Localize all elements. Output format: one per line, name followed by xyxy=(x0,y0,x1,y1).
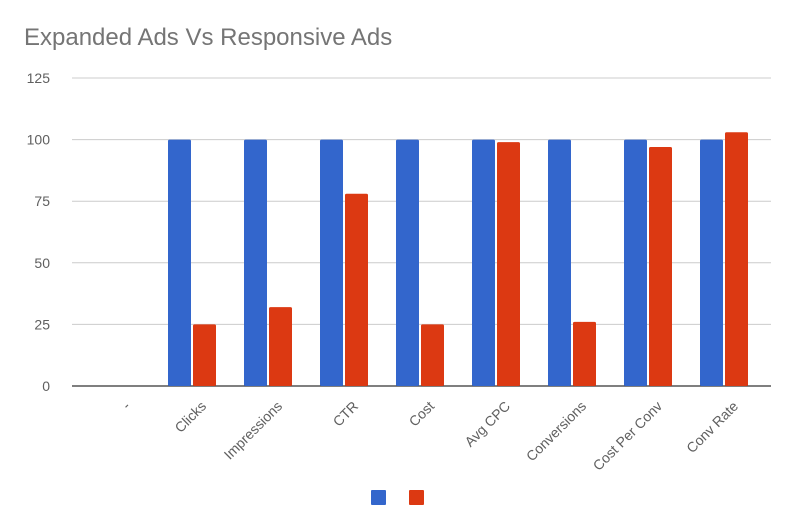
legend xyxy=(371,490,424,505)
bars xyxy=(168,132,748,386)
x-tick-label: Conv Rate xyxy=(683,398,741,456)
x-tick-label: Cost Per Conv xyxy=(589,398,665,474)
bar-series-1 xyxy=(624,139,647,386)
bar-series-1 xyxy=(244,139,267,386)
bar-series-1 xyxy=(396,139,419,386)
bar-series-1 xyxy=(320,139,343,386)
bar-series-1 xyxy=(472,139,495,386)
x-tick-label: Conversions xyxy=(523,398,589,464)
y-tick-label: 100 xyxy=(27,132,51,148)
y-axis-ticks: 0 25 50 75 100 125 xyxy=(27,70,51,394)
x-tick-label: Cost xyxy=(406,398,438,430)
bar-series-2 xyxy=(497,142,520,386)
y-tick-label: 25 xyxy=(34,316,50,332)
bar-series-1 xyxy=(548,139,571,386)
legend-swatch-series-2 xyxy=(409,490,424,505)
bar-series-1 xyxy=(700,139,723,386)
bar-series-2 xyxy=(193,324,216,386)
bar-series-2 xyxy=(573,321,596,386)
x-axis-ticks: - Clicks Impressions CTR Cost Avg CPC Conversi… xyxy=(119,398,742,474)
x-tick-label: Clicks xyxy=(171,398,209,436)
bar-series-2 xyxy=(345,193,368,386)
bar-series-2 xyxy=(649,146,672,386)
y-tick-label: 125 xyxy=(27,70,51,86)
y-tick-label: 0 xyxy=(42,378,50,394)
x-tick-label: CTR xyxy=(330,398,362,430)
bar-series-2 xyxy=(269,307,292,386)
x-tick-label: Avg CPC xyxy=(461,398,513,450)
x-tick-label: Impressions xyxy=(221,398,286,463)
legend-swatch-series-1 xyxy=(371,490,386,505)
y-tick-label: 75 xyxy=(34,193,50,209)
bar-series-2 xyxy=(421,324,444,386)
chart-title: Expanded Ads Vs Responsive Ads xyxy=(24,24,393,51)
x-tick-label: - xyxy=(119,398,134,413)
bar-series-2 xyxy=(725,132,748,386)
bar-series-1 xyxy=(168,139,191,386)
y-tick-label: 50 xyxy=(34,255,50,271)
